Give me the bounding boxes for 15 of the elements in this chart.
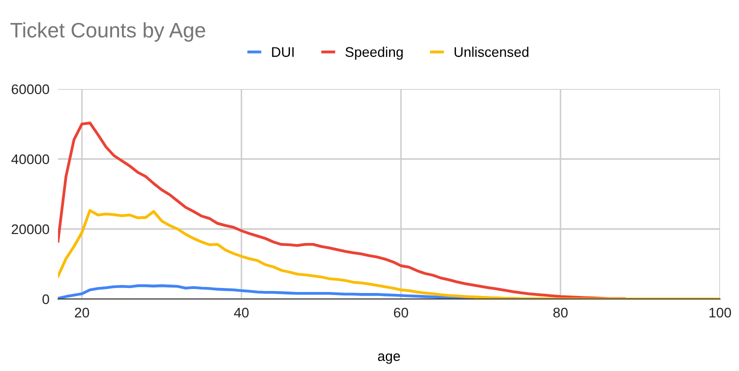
y-tick-label: 0 xyxy=(42,294,50,304)
y-tick-label: 20000 xyxy=(12,224,50,234)
y-tick-label: 60000 xyxy=(12,84,50,94)
x-tick-label: 80 xyxy=(553,308,568,318)
y-tick-label: 40000 xyxy=(11,154,50,164)
legend-label: Speeding xyxy=(346,46,403,60)
x-axis-title: age xyxy=(378,353,400,364)
x-tick-label: 60 xyxy=(394,308,408,318)
x-tick-label: 40 xyxy=(234,308,249,318)
chart-title: Ticket Counts by Age xyxy=(10,22,206,42)
x-tick-label: 100 xyxy=(709,308,732,318)
x-tick-label: 20 xyxy=(74,308,90,318)
legend-label: Unliscensed xyxy=(454,46,528,57)
legend-label: DUI xyxy=(272,47,294,57)
line-series xyxy=(58,284,474,299)
